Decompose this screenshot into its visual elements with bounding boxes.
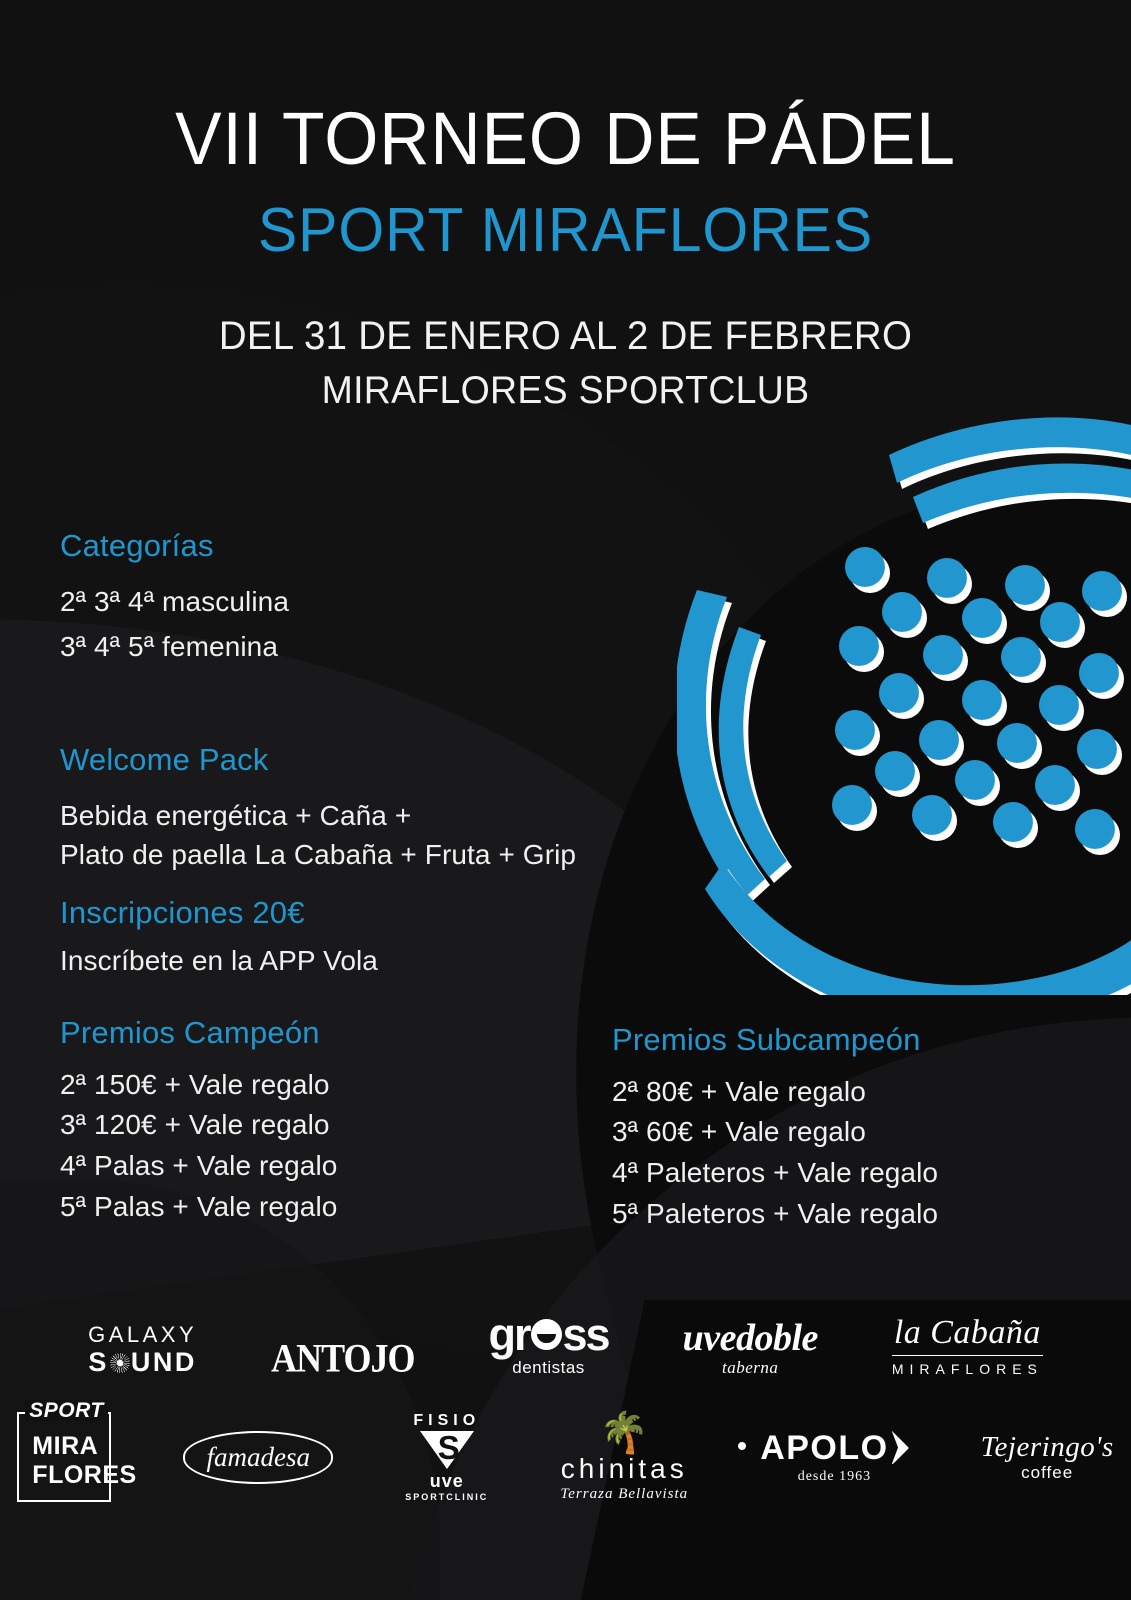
- list-item: 5ª Paleteros + Vale regalo: [612, 1197, 939, 1229]
- section-welcome-pack: Welcome Pack Bebida energética + Caña + …: [60, 742, 576, 875]
- fish-tail-icon: [891, 1430, 909, 1465]
- sponsor-logo-galaxy-sound: GALAXY S UND: [88, 1324, 197, 1376]
- premios-campeon-heading: Premios Campeón: [60, 1015, 320, 1050]
- section-categorias: Categorías 2ª 3ª 4ª masculina 3ª 4ª 5ª f…: [60, 528, 289, 673]
- sponsor-logo-fisio-uve: FISIO uve SPORTCLINIC: [405, 1411, 489, 1502]
- sponsor-row-1: GALAXY S UND ANTOJO gr ss dentistas uved…: [0, 1309, 1131, 1381]
- premios-campeon-list: 2ª 150€ + Vale regalo 3ª 120€ + Vale reg…: [60, 1065, 337, 1227]
- gross-ss: ss: [562, 1309, 611, 1360]
- apolo-wordmark: APOLO: [760, 1428, 889, 1467]
- v-chevron-icon: [419, 1430, 474, 1469]
- list-item: 3ª 120€ + Vale regalo: [60, 1109, 330, 1141]
- tejeringos-wordmark: Tejeringo's: [980, 1431, 1114, 1463]
- la-cabana-wordmark: la Cabaña: [891, 1316, 1043, 1356]
- racket-top-bands-icon: [889, 417, 1131, 523]
- galaxy-sound-line-2: S UND: [88, 1349, 197, 1376]
- uvedoble-tagline: taberna: [722, 1358, 779, 1377]
- galaxy-sound-s: S: [88, 1347, 109, 1377]
- padel-racket-graphic: [677, 415, 1131, 995]
- gross-tagline: dentistas: [512, 1358, 585, 1377]
- galaxy-sound-und: UND: [130, 1347, 197, 1377]
- poster-header: VII TORNEO DE PÁDEL SPORT MIRAFLORES DEL…: [0, 0, 1131, 413]
- sponsor-logo-sport-miraflores: SPORT MIRA FLORES: [17, 1400, 137, 1502]
- sport-miraflores-line-1: MIRA: [32, 1432, 99, 1460]
- uvedoble-wordmark: uvedoble: [682, 1317, 819, 1359]
- chinitas-tagline: Terraza Bellavista: [560, 1485, 689, 1502]
- inscripciones-heading: Inscripciones 20€: [60, 895, 305, 930]
- apolo-tagline: desde 1963: [797, 1468, 872, 1484]
- list-item: 3ª 60€ + Vale regalo: [612, 1116, 866, 1148]
- sport-miraflores-line-0: SPORT: [25, 1400, 108, 1421]
- smiley-circle-icon: [530, 1319, 562, 1350]
- galaxy-sound-line-1: GALAXY: [88, 1322, 198, 1347]
- racket-holes-group: [832, 547, 1122, 849]
- list-item: 5ª Palas + Vale regalo: [60, 1190, 338, 1222]
- page-title: VII TORNEO DE PÁDEL: [175, 97, 956, 180]
- list-item: 4ª Palas + Vale regalo: [60, 1150, 338, 1182]
- sponsor-logo-antojo: ANTOJO: [271, 1335, 415, 1381]
- list-item: 2ª 3ª 4ª masculina: [60, 585, 289, 617]
- fish-eye-icon: [738, 1441, 747, 1450]
- premios-subcampeon-list: 2ª 80€ + Vale regalo 3ª 60€ + Vale regal…: [612, 1072, 938, 1234]
- sponsor-logo-la-cabana: la Cabaña MIRAFLORES: [891, 1316, 1043, 1377]
- sponsor-logo-gross-dentistas: gr ss dentistas: [488, 1309, 611, 1377]
- sport-miraflores-line-2: FLORES: [32, 1461, 137, 1489]
- sponsor-logo-tejeringos-coffee: Tejeringo's coffee: [980, 1431, 1114, 1482]
- racket-left-arcs-icon: [677, 590, 787, 901]
- tejeringos-tagline: coffee: [1021, 1463, 1074, 1482]
- sponsor-logo-famadesa: famadesa: [183, 1430, 334, 1484]
- fisio-uve-line-3: SPORTCLINIC: [405, 1491, 489, 1502]
- fisio-uve-line-1: FISIO: [413, 1411, 481, 1429]
- event-dates: DEL 31 DE ENERO AL 2 DE FEBRERO: [218, 314, 913, 358]
- gross-wordmark: gr ss: [488, 1309, 611, 1360]
- fisio-uve-line-2: uve: [429, 1470, 464, 1491]
- event-venue: MIRAFLORES SPORTCLUB: [321, 369, 810, 412]
- chinitas-wordmark: chinitas: [560, 1452, 688, 1484]
- welcome-pack-line-1: Bebida energética + Caña +: [60, 799, 412, 831]
- list-item: 2ª 80€ + Vale regalo: [612, 1075, 866, 1107]
- section-inscripciones: Inscripciones 20€ Inscríbete en la APP V…: [60, 895, 378, 980]
- categorias-heading: Categorías: [60, 528, 214, 563]
- section-premios-campeon: Premios Campeón 2ª 150€ + Vale regalo 3ª…: [60, 1015, 337, 1228]
- sunburst-icon: [109, 1352, 130, 1373]
- premios-subcampeon-heading: Premios Subcampeón: [612, 1022, 921, 1057]
- racket-bottom-arc-icon: [705, 863, 1131, 995]
- list-item: 2ª 150€ + Vale regalo: [60, 1068, 330, 1100]
- welcome-pack-line-2: Plato de paella La Cabaña + Fruta + Grip: [60, 839, 577, 871]
- categorias-list: 2ª 3ª 4ª masculina 3ª 4ª 5ª femenina: [60, 582, 289, 668]
- la-cabana-tagline: MIRAFLORES: [891, 1361, 1043, 1377]
- welcome-pack-heading: Welcome Pack: [60, 742, 269, 777]
- sponsor-row-2: SPORT MIRA FLORES famadesa FISIO uve SPO…: [0, 1400, 1131, 1502]
- sponsor-logo-uvedoble-taberna: uvedoble taberna: [682, 1317, 819, 1377]
- list-item: 4ª Paleteros + Vale regalo: [612, 1157, 939, 1189]
- list-item: 3ª 4ª 5ª femenina: [60, 631, 279, 663]
- section-premios-subcampeon: Premios Subcampeón 2ª 80€ + Vale regalo …: [612, 1022, 938, 1235]
- fish-outline-icon: APOLO: [738, 1428, 909, 1467]
- page-subtitle: SPORT MIRAFLORES: [257, 196, 874, 265]
- sponsor-logo-chinitas: 🌴 chinitas Terraza Bellavista: [560, 1413, 688, 1502]
- sponsor-logo-apolo: APOLO desde 1963: [738, 1428, 909, 1484]
- gross-gr: gr: [488, 1309, 532, 1360]
- inscripciones-line-1: Inscríbete en la APP Vola: [60, 944, 378, 976]
- sponsor-logos: GALAXY S UND ANTOJO gr ss dentistas uved…: [0, 1312, 1131, 1502]
- palm-tree-icon: 🌴: [599, 1410, 650, 1455]
